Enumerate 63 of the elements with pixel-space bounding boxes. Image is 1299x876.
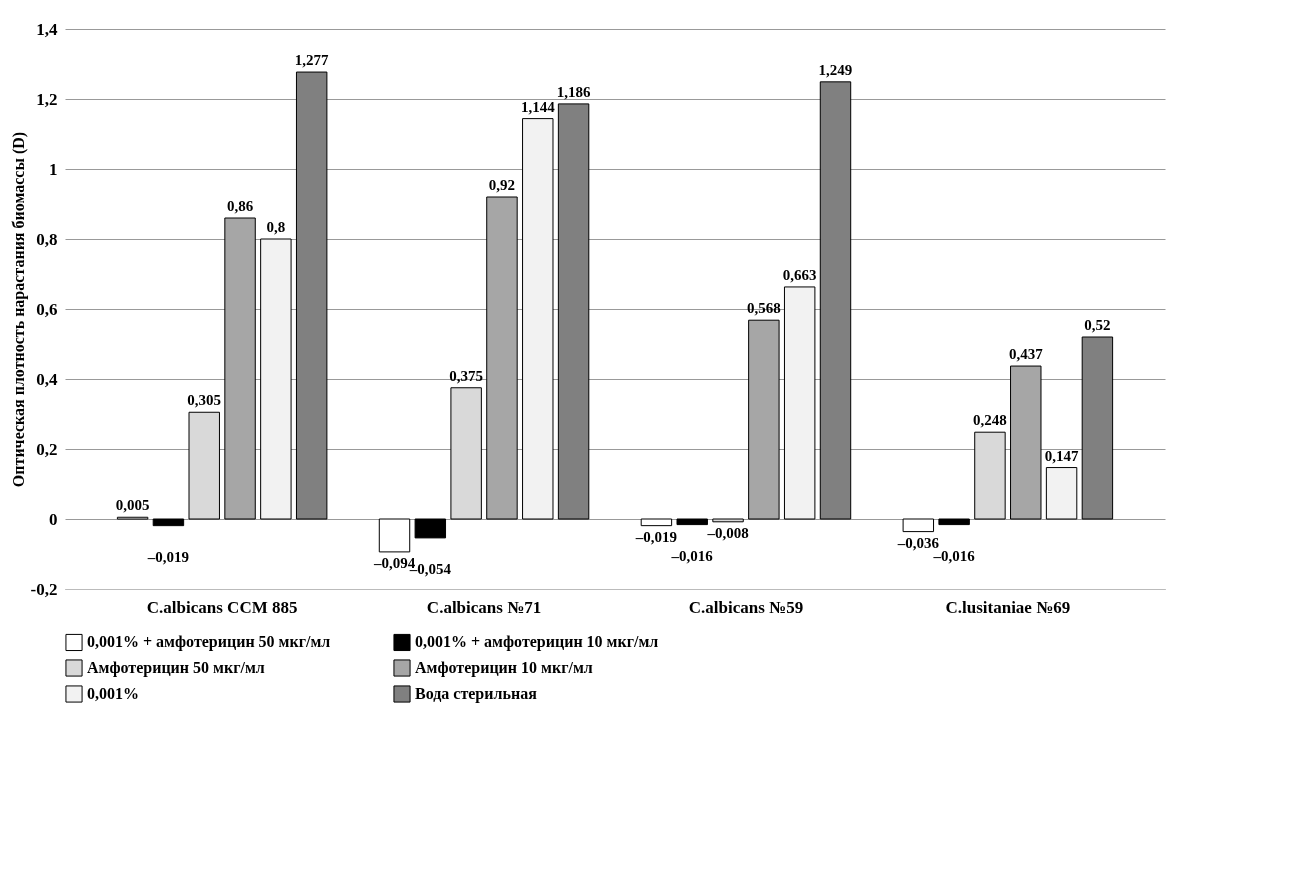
x-tick-label: C.albicans №59 xyxy=(688,597,804,617)
y-tick-label: 1,4 xyxy=(36,19,58,39)
y-tick-label: -0,2 xyxy=(30,579,58,599)
y-tick-label: 0,4 xyxy=(36,369,58,389)
bar xyxy=(819,81,852,520)
bar xyxy=(783,286,816,520)
data-label: 0,305 xyxy=(187,392,222,409)
bar xyxy=(1010,365,1042,520)
bar xyxy=(640,518,673,527)
x-tick-label: C.lusitaniae №69 xyxy=(945,597,1071,617)
data-label: 0,248 xyxy=(973,412,1007,429)
y-tick-label: 1,2 xyxy=(36,89,58,109)
x-tick-label: C.albicans №71 xyxy=(426,597,542,617)
data-label: 1,249 xyxy=(818,61,853,78)
bar xyxy=(748,319,780,520)
x-tick-label: C.albicans CCM 885 xyxy=(146,597,298,617)
bar xyxy=(974,431,1006,520)
legend-label: Вода стерильная xyxy=(415,685,538,703)
bar xyxy=(224,217,256,520)
data-label: –0,019 xyxy=(634,528,678,545)
bar xyxy=(486,196,518,520)
bar xyxy=(295,71,328,520)
bar xyxy=(676,518,708,526)
data-label: 1,186 xyxy=(556,83,591,100)
bar xyxy=(1081,336,1114,520)
data-label: –0,019 xyxy=(146,548,190,565)
y-tick-label: 0,2 xyxy=(36,439,58,459)
data-label: 0,005 xyxy=(115,497,150,514)
data-label: 0,92 xyxy=(488,177,516,193)
bar xyxy=(902,518,935,533)
y-axis-title: Оптическая плотность нарастания биомассы (D) xyxy=(9,131,28,488)
data-label: 0,568 xyxy=(746,300,781,317)
legend-label: 0,001% + амфотерицин 50 мкг/мл xyxy=(87,633,331,652)
y-tick-label: 0 xyxy=(49,509,58,529)
data-label: 0,86 xyxy=(226,198,254,214)
data-label: –0,008 xyxy=(706,524,749,541)
data-label: 0,8 xyxy=(266,219,286,235)
data-label: 0,52 xyxy=(1084,317,1111,333)
y-tick-label: 0,6 xyxy=(36,299,58,319)
bar xyxy=(712,518,744,523)
bar xyxy=(557,103,590,520)
bar xyxy=(378,518,411,553)
legend-label: Амфотерицин 10 мкг/мл xyxy=(415,659,593,677)
bar xyxy=(414,518,447,539)
data-label: 0,437 xyxy=(1008,346,1044,363)
bar xyxy=(1045,467,1078,520)
bar xyxy=(938,518,970,526)
data-label: 0,375 xyxy=(449,367,484,384)
legend-label: Амфотерицин 50 мкг/мл xyxy=(87,659,265,677)
data-label: –0,016 xyxy=(670,547,714,564)
data-label: 0,663 xyxy=(782,266,817,283)
bar xyxy=(450,387,482,520)
bar xyxy=(260,238,292,520)
legend-label: 0,001% + амфотерицин 10 мкг/мл xyxy=(415,633,659,652)
data-label: 0,147 xyxy=(1044,447,1079,464)
bar xyxy=(152,518,185,527)
legend-label: 0,001% xyxy=(87,685,139,702)
bar xyxy=(522,118,554,520)
data-label: 1,144 xyxy=(520,98,556,115)
y-tick-label: 1 xyxy=(49,159,58,179)
bar xyxy=(188,411,220,520)
data-label: 1,277 xyxy=(294,52,330,69)
y-tick-label: 0,8 xyxy=(36,229,58,249)
